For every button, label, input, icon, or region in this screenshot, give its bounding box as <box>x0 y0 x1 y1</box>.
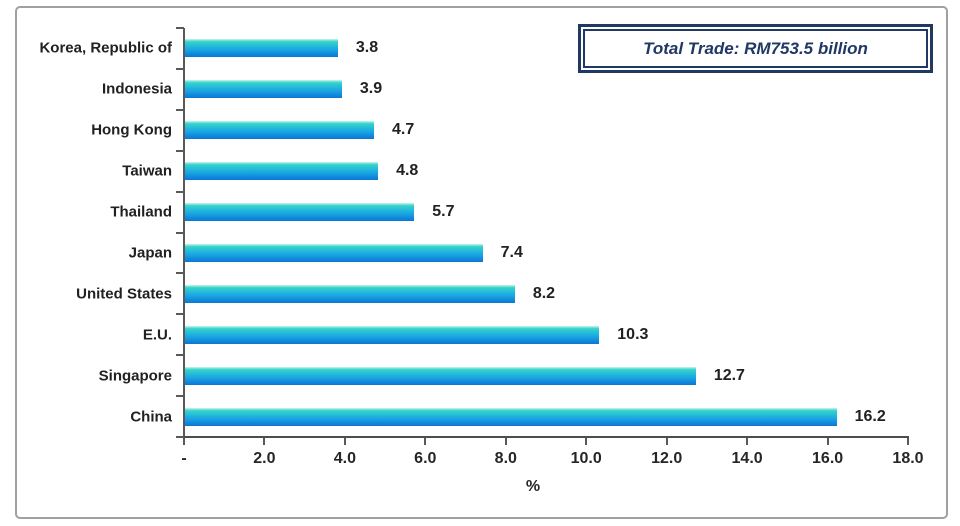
value-label: 4.8 <box>396 162 419 180</box>
value-label: 3.9 <box>359 80 383 98</box>
y-axis-tick <box>176 272 184 275</box>
value-label: 16.2 <box>854 407 886 425</box>
x-axis-tick-label: 18.0 <box>892 450 924 467</box>
bar-row-hong-kong: Hong Kong 4.7 <box>0 110 960 151</box>
x-axis-title: % <box>525 478 541 495</box>
y-axis-tick <box>176 395 184 398</box>
category-label: China <box>130 408 172 426</box>
value-label: 4.7 <box>392 121 415 139</box>
bar-row-indonesia: Indonesia 3.9 <box>0 69 960 110</box>
bar <box>185 39 338 58</box>
value-label: 7.4 <box>500 243 523 261</box>
bar <box>185 243 483 262</box>
bar <box>185 284 515 303</box>
bar <box>185 162 379 181</box>
bar-row-e-u: E.U. 10.3 <box>0 314 960 355</box>
value-label: 3.8 <box>355 39 379 57</box>
category-label: Indonesia <box>101 80 172 98</box>
x-axis-tick <box>263 438 266 445</box>
x-axis-tick-label: 4.0 <box>333 450 357 467</box>
x-axis-tick <box>424 438 427 445</box>
x-axis-tick <box>585 438 588 445</box>
y-axis-tick <box>176 231 184 234</box>
x-axis-tick <box>746 438 749 445</box>
bar <box>185 121 374 140</box>
value-label: 8.2 <box>532 284 556 302</box>
bar-row-korea-republic-of: Korea, Republic of 3.8 <box>0 28 960 69</box>
y-axis-line <box>183 28 185 438</box>
x-axis-line <box>176 436 909 438</box>
y-axis-tick <box>176 436 184 438</box>
bar-row-taiwan: Taiwan 4.8 <box>0 151 960 192</box>
x-axis-tick-label: - <box>181 450 187 467</box>
category-label: Japan <box>128 244 172 262</box>
bar-row-singapore: Singapore 12.7 <box>0 355 960 396</box>
bar-row-thailand: Thailand 5.7 <box>0 192 960 233</box>
bar-row-united-states: United States 8.2 <box>0 273 960 314</box>
bar-rows-container: Korea, Republic of 3.8 Indonesia 3.9 Hong Ko… <box>0 28 960 438</box>
bar <box>185 366 696 385</box>
x-axis-tick <box>343 438 346 445</box>
y-axis-tick <box>176 190 184 193</box>
bar <box>185 325 600 344</box>
x-axis-tick-label: 10.0 <box>570 450 602 467</box>
value-label: 10.3 <box>617 325 649 343</box>
chart-outer-frame <box>15 6 948 519</box>
x-axis-tick-label: 12.0 <box>651 450 683 467</box>
bar <box>185 407 837 426</box>
total-trade-annotation-box: Total Trade: RM753.5 billion <box>578 24 933 73</box>
category-label: Hong Kong <box>91 121 172 139</box>
x-axis-tick <box>665 438 668 445</box>
category-label: United States <box>76 285 172 303</box>
bar <box>185 203 415 222</box>
category-label: E.U. <box>142 326 172 344</box>
value-label: 12.7 <box>713 366 745 384</box>
x-axis-tick-label: 8.0 <box>494 450 517 467</box>
bar-row-japan: Japan 7.4 <box>0 233 960 274</box>
x-axis-tick-label: 2.0 <box>253 450 276 467</box>
category-label: Thailand <box>110 203 172 221</box>
y-axis-tick <box>176 27 184 29</box>
x-axis-tick-label: 16.0 <box>812 450 844 467</box>
value-label: 5.7 <box>432 203 455 221</box>
bar <box>185 80 342 99</box>
total-trade-annotation-text: Total Trade: RM753.5 billion <box>643 38 868 58</box>
category-label: Singapore <box>98 367 172 385</box>
x-axis-tick <box>907 438 909 445</box>
bar-row-china: China 16.2 <box>0 396 960 437</box>
y-axis-tick <box>176 354 184 357</box>
x-axis-tick <box>504 438 507 445</box>
x-axis-tick <box>183 438 185 445</box>
category-label: Taiwan <box>122 162 172 180</box>
category-label: Korea, Republic of <box>39 39 172 57</box>
y-axis-tick <box>176 149 184 152</box>
x-axis-tick <box>826 438 829 445</box>
x-axis-tick-label: 6.0 <box>414 450 437 467</box>
y-axis-tick <box>176 313 184 316</box>
y-axis-tick <box>176 108 184 111</box>
y-axis-tick <box>176 67 184 70</box>
x-axis-tick-label: 14.0 <box>731 450 763 467</box>
